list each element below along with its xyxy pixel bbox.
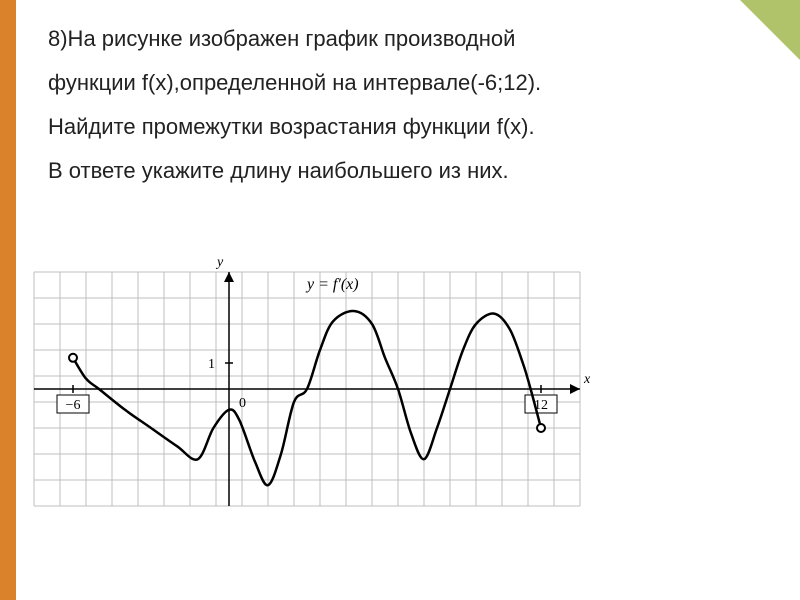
svg-text:0: 0 [239,396,246,411]
svg-text:1: 1 [208,357,215,372]
svg-text:y = f′(x): y = f′(x) [305,276,359,293]
text-line-2: функции f(x),определенной на интервале(-… [48,64,760,102]
problem-text: 8)На рисунке изображен график производно… [48,20,760,196]
derivative-chart: 10−612yxy = f′(x) [14,252,694,526]
svg-text:−6: −6 [66,398,81,413]
text-line-4: В ответе укажите длину наибольшего из ни… [48,152,760,190]
text-line-1: 8)На рисунке изображен график производно… [48,20,760,58]
text-line-3: Найдите промежутки возрастания функции f… [48,108,760,146]
chart-svg: 10−612yxy = f′(x) [14,252,600,526]
svg-text:x: x [583,372,591,387]
svg-text:y: y [215,255,224,270]
